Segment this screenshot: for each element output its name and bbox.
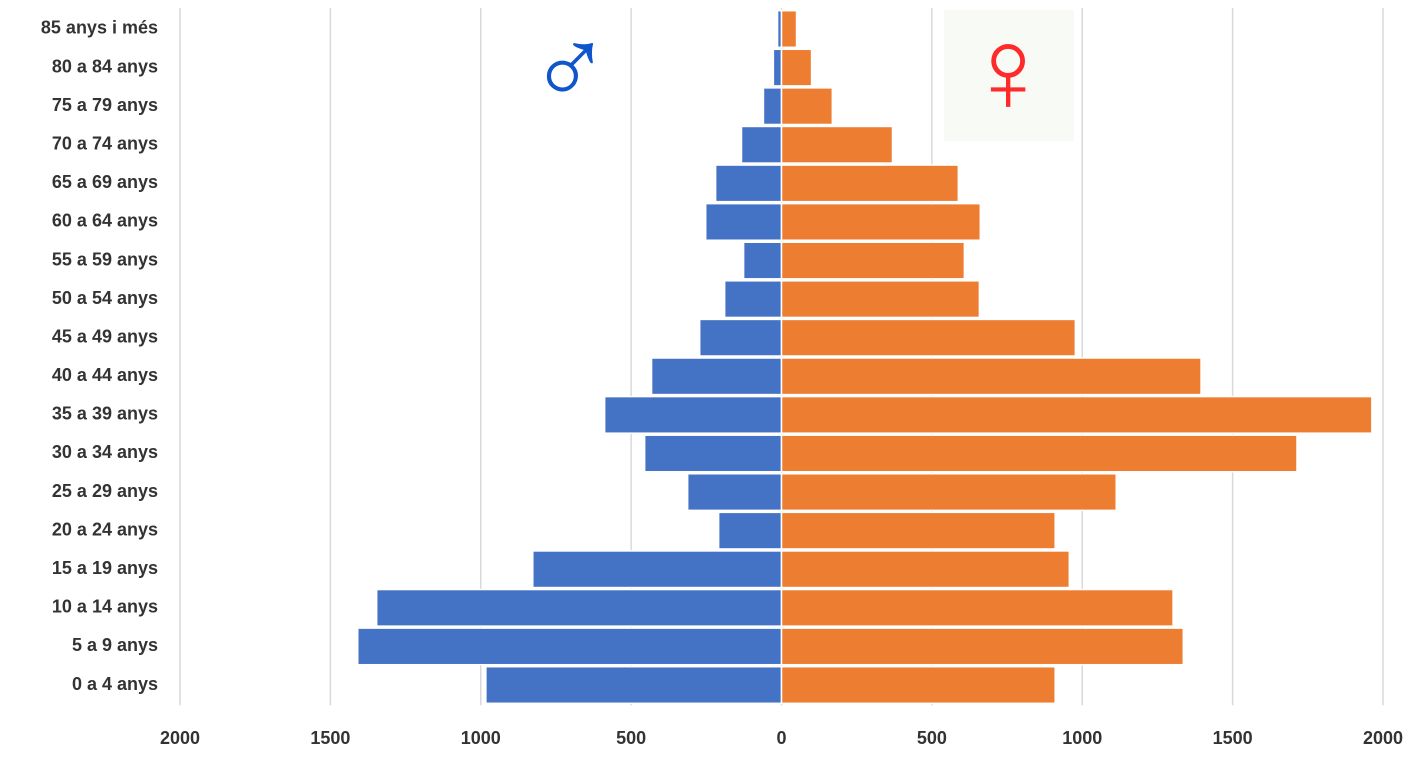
bar — [714, 164, 783, 203]
bar — [723, 280, 783, 319]
bar — [356, 627, 783, 666]
y-tick-label: 65 a 69 anys — [52, 172, 158, 192]
x-tick-label: 1500 — [310, 728, 350, 748]
y-tick-label: 40 a 44 anys — [52, 365, 158, 385]
y-tick-label: 85 anys i més — [41, 18, 158, 38]
y-tick-label: 80 a 84 anys — [52, 56, 158, 76]
bar — [698, 318, 783, 357]
bar — [780, 357, 1202, 396]
y-tick-label: 0 a 4 anys — [72, 674, 158, 694]
bar — [780, 280, 981, 319]
bar — [780, 588, 1174, 627]
bar — [375, 588, 783, 627]
y-tick-label: 50 a 54 anys — [52, 288, 158, 308]
bar — [762, 87, 783, 126]
x-tick-label: 500 — [616, 728, 646, 748]
y-tick-label: 70 a 74 anys — [52, 134, 158, 154]
bar — [717, 511, 783, 550]
bar — [780, 87, 834, 126]
y-tick-label: 15 a 19 anys — [52, 558, 158, 578]
y-tick-label: 5 a 9 anys — [72, 635, 158, 655]
bar — [780, 395, 1373, 434]
bar — [780, 202, 982, 241]
bar — [780, 511, 1056, 550]
bar — [780, 473, 1117, 512]
bar — [780, 627, 1185, 666]
bar — [780, 48, 813, 87]
bar — [780, 318, 1077, 357]
y-tick-label: 35 a 39 anys — [52, 404, 158, 424]
y-tick-label: 10 a 14 anys — [52, 597, 158, 617]
bar — [485, 665, 783, 705]
y-tick-label: 60 a 64 anys — [52, 211, 158, 231]
bar — [780, 125, 894, 164]
bar — [742, 241, 783, 280]
bar — [740, 125, 783, 164]
y-tick-label: 30 a 34 anys — [52, 442, 158, 462]
x-tick-label: 1000 — [1062, 728, 1102, 748]
bar — [603, 395, 783, 434]
bar — [532, 550, 783, 589]
symbol-background — [944, 10, 1074, 141]
bar — [780, 550, 1071, 589]
x-tick-label: 1500 — [1213, 728, 1253, 748]
bar — [780, 434, 1298, 473]
bar — [780, 9, 798, 49]
bar — [780, 241, 966, 280]
male-symbol: ♂ — [529, 6, 612, 129]
bar — [780, 665, 1056, 705]
y-tick-label: 25 a 29 anys — [52, 481, 158, 501]
bar — [650, 357, 783, 396]
y-tick-label: 75 a 79 anys — [52, 95, 158, 115]
bar — [780, 164, 960, 203]
female-symbol: ♀ — [963, 4, 1053, 138]
y-tick-label: 45 a 49 anys — [52, 326, 158, 346]
x-tick-label: 2000 — [1363, 728, 1403, 748]
x-tick-label: 2000 — [160, 728, 200, 748]
bar — [704, 202, 783, 241]
bar — [772, 48, 783, 87]
x-tick-label: 1000 — [461, 728, 501, 748]
x-tick-label: 0 — [776, 728, 786, 748]
y-tick-label: 20 a 24 anys — [52, 519, 158, 539]
y-tick-label: 55 a 59 anys — [52, 249, 158, 269]
x-tick-label: 500 — [917, 728, 947, 748]
bar — [643, 434, 783, 473]
bar — [686, 473, 783, 512]
